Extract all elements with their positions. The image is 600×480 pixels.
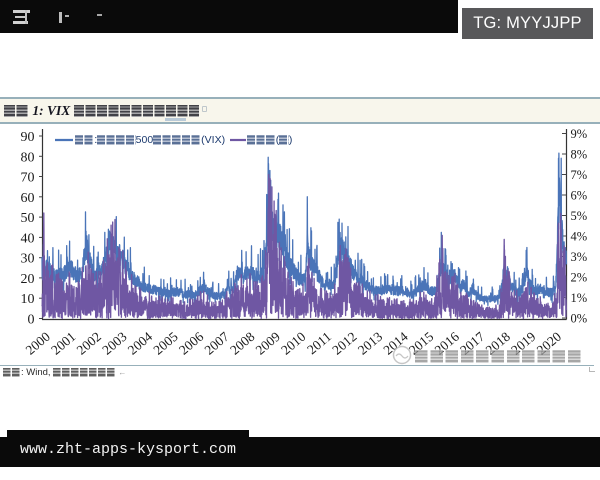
svg-text:10: 10 <box>21 292 35 307</box>
svg-text:2007: 2007 <box>202 329 233 358</box>
svg-text:2006: 2006 <box>176 329 207 358</box>
svg-text:40: 40 <box>21 231 35 246</box>
svg-text:0%: 0% <box>571 312 588 326</box>
svg-text:6%: 6% <box>571 189 588 203</box>
svg-text:2003: 2003 <box>99 329 130 358</box>
svg-text:2001: 2001 <box>48 329 78 358</box>
svg-text:2012: 2012 <box>329 329 359 358</box>
svg-text:60: 60 <box>21 191 35 206</box>
svg-text:50: 50 <box>21 211 35 226</box>
svg-text:30: 30 <box>21 252 35 267</box>
svg-text:5%: 5% <box>571 209 588 223</box>
svg-text:2008: 2008 <box>227 329 258 358</box>
svg-text:2009: 2009 <box>253 329 284 358</box>
svg-text:2004: 2004 <box>125 329 156 358</box>
svg-text:70: 70 <box>21 171 35 186</box>
svg-text:90: 90 <box>21 130 35 145</box>
svg-text:2011: 2011 <box>304 329 334 358</box>
svg-text:2000: 2000 <box>23 329 54 358</box>
svg-text:7%: 7% <box>571 168 588 182</box>
svg-text:9%: 9% <box>571 127 588 141</box>
svg-text:80: 80 <box>21 150 35 165</box>
svg-text:2005: 2005 <box>150 329 181 358</box>
svg-text:4%: 4% <box>571 230 588 244</box>
svg-text:3%: 3% <box>571 250 588 264</box>
svg-text:2013: 2013 <box>355 329 386 358</box>
svg-text:0: 0 <box>28 313 35 328</box>
svg-text:1%: 1% <box>571 291 588 305</box>
svg-text:20: 20 <box>21 272 35 287</box>
svg-text:8%: 8% <box>571 148 588 162</box>
svg-text:2010: 2010 <box>278 329 309 358</box>
svg-text:2%: 2% <box>571 271 588 285</box>
svg-text:2002: 2002 <box>74 329 104 358</box>
